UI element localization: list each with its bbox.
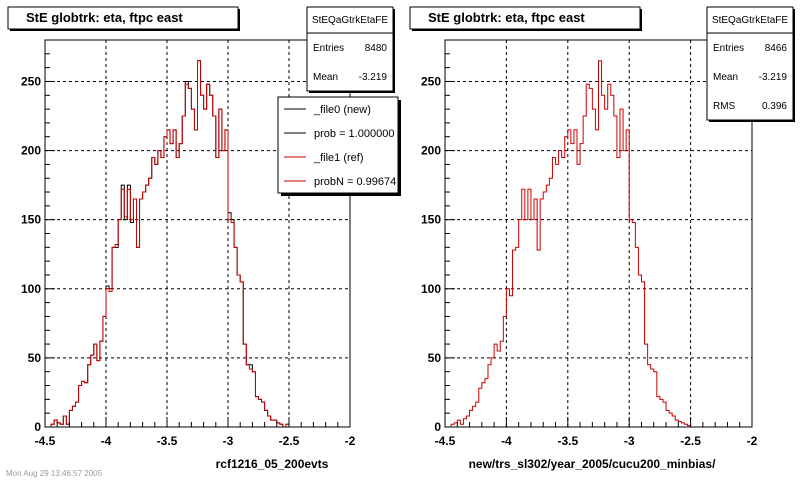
- histogram-series-0: [445, 60, 752, 428]
- y-tick-label: 200: [421, 144, 441, 158]
- legend-entry: probN = 0.99674: [314, 176, 396, 188]
- legend-entry: _file1 (ref): [313, 152, 364, 164]
- x-tick-label: -4.5: [35, 434, 56, 448]
- legend-entry: prob = 1.000000: [314, 128, 394, 140]
- stats-value: 8466: [765, 43, 788, 54]
- y-tick-label: 50: [428, 351, 442, 365]
- x-tick-label: -4: [101, 434, 112, 448]
- x-tick-label: -3: [624, 434, 635, 448]
- stats-label: Mean: [713, 72, 738, 83]
- y-tick-label: 200: [21, 144, 41, 158]
- x-tick-label: -3.5: [557, 434, 578, 448]
- title-box: [409, 6, 641, 30]
- x-tick-label: -2.5: [680, 434, 701, 448]
- right-histogram-panel: -4.5 -4 -3.5 -3 -2.5 -2 0 50 100 150 200 250 new/trs…: [409, 6, 795, 471]
- stats-label: RMS: [713, 101, 736, 112]
- histogram-series-1: [45, 60, 350, 428]
- y-tick-label: 150: [421, 213, 441, 227]
- x-tick-label: -3.5: [157, 434, 178, 448]
- y-tick-label: 50: [28, 351, 42, 365]
- stats-value: -3.219: [759, 72, 788, 83]
- footer-timestamp: Mon Aug 29 13:46:57 2005: [6, 469, 103, 478]
- x-tick-label: -4.5: [435, 434, 456, 448]
- stats-label: Mean: [313, 72, 338, 83]
- x-tick-label: -3: [223, 434, 234, 448]
- stats-name: StEQaGtrkEtaFE: [312, 15, 388, 26]
- stats-box: [306, 6, 394, 92]
- x-tick-label: -2: [747, 434, 758, 448]
- stats-value: 0.396: [762, 101, 787, 112]
- x-tick-label: -2: [345, 434, 356, 448]
- y-tick-label: 100: [421, 282, 441, 296]
- stats-value: -3.219: [359, 72, 388, 83]
- y-tick-label: 250: [21, 74, 41, 88]
- plot-title: StE globtrk: eta, ftpc east: [26, 10, 183, 25]
- stats-label: Entries: [313, 43, 344, 54]
- stats-name: StEQaGtrkEtaFE: [712, 15, 788, 26]
- left-histogram-panel: -4.5 -4 -3.5 -3 -2.5 -2 0 50 100 150 200 250 rcf1216…: [7, 6, 401, 471]
- y-tick-label: 100: [21, 282, 41, 296]
- y-tick-label: 0: [434, 420, 441, 434]
- x-tick-label: -4: [501, 434, 512, 448]
- stats-box: [706, 6, 794, 121]
- y-tick-label: 0: [34, 420, 41, 434]
- x-axis-label: new/trs_sl302/year_2005/cucu200_minbias/: [469, 457, 716, 471]
- x-axis-label: rcf1216_05_200evts: [216, 457, 329, 471]
- title-box: [7, 6, 239, 30]
- stats-value: 8480: [365, 43, 388, 54]
- plot-title: StE globtrk: eta, ftpc east: [428, 10, 585, 25]
- stats-label: Entries: [713, 43, 744, 54]
- y-tick-label: 250: [421, 74, 441, 88]
- y-tick-label: 150: [21, 213, 41, 227]
- x-tick-label: -2.5: [279, 434, 300, 448]
- legend-entry: _file0 (new): [313, 104, 371, 116]
- legend-box: [277, 96, 399, 194]
